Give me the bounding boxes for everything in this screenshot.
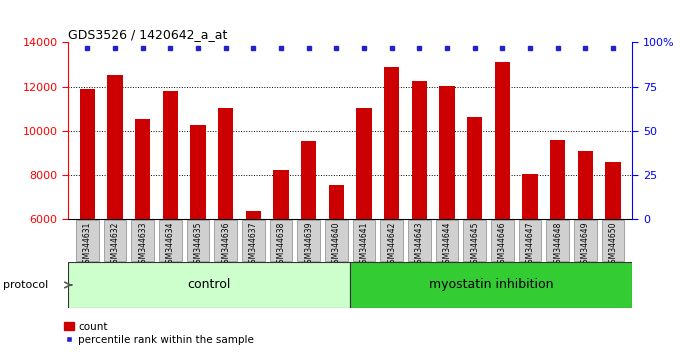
Bar	[380, 220, 403, 261]
Bar	[384, 67, 399, 352]
Bar	[602, 220, 624, 261]
Bar	[68, 262, 350, 308]
Bar	[578, 151, 593, 352]
Bar	[107, 75, 122, 352]
Bar	[187, 220, 209, 261]
Text: GSM344632: GSM344632	[111, 221, 120, 268]
Text: GSM344640: GSM344640	[332, 221, 341, 268]
Text: GDS3526 / 1420642_a_at: GDS3526 / 1420642_a_at	[68, 28, 227, 41]
Text: GSM344649: GSM344649	[581, 221, 590, 268]
Bar	[353, 220, 375, 261]
Text: GSM344638: GSM344638	[277, 221, 286, 268]
Text: control: control	[188, 279, 231, 291]
Bar	[550, 140, 565, 352]
Bar	[80, 89, 95, 352]
Text: GSM344637: GSM344637	[249, 221, 258, 268]
Bar	[574, 220, 597, 261]
Text: GSM344644: GSM344644	[443, 221, 452, 268]
Bar	[325, 220, 347, 261]
Bar	[463, 220, 486, 261]
Bar	[328, 185, 344, 352]
Text: GSM344643: GSM344643	[415, 221, 424, 268]
Bar	[103, 220, 126, 261]
Bar	[301, 141, 316, 352]
Text: myostatin inhibition: myostatin inhibition	[429, 279, 554, 291]
Bar	[135, 119, 150, 352]
Bar	[467, 116, 482, 352]
Bar	[218, 108, 233, 352]
Bar	[190, 125, 205, 352]
Bar	[522, 174, 538, 352]
Legend: count, percentile rank within the sample: count, percentile rank within the sample	[60, 317, 258, 349]
Bar	[131, 220, 154, 261]
Bar	[242, 220, 265, 261]
Text: GSM344646: GSM344646	[498, 221, 507, 268]
Bar	[356, 108, 372, 352]
Bar	[350, 262, 632, 308]
Bar	[270, 220, 292, 261]
Bar	[495, 62, 510, 352]
Bar	[214, 220, 237, 261]
Text: GSM344641: GSM344641	[360, 221, 369, 268]
Bar	[159, 220, 182, 261]
Bar	[439, 86, 455, 352]
Bar	[412, 81, 427, 352]
Text: GSM344631: GSM344631	[83, 221, 92, 268]
Bar	[76, 220, 99, 261]
Text: GSM344650: GSM344650	[609, 221, 617, 268]
Text: GSM344634: GSM344634	[166, 221, 175, 268]
Text: protocol: protocol	[3, 280, 49, 290]
Text: GSM344648: GSM344648	[554, 221, 562, 268]
Text: GSM344639: GSM344639	[304, 221, 313, 268]
Text: GSM344633: GSM344633	[138, 221, 147, 268]
Bar	[519, 220, 541, 261]
Bar	[297, 220, 320, 261]
Bar	[605, 162, 621, 352]
Text: GSM344642: GSM344642	[387, 221, 396, 268]
Bar	[273, 170, 288, 352]
Bar	[245, 211, 261, 352]
Text: GSM344635: GSM344635	[194, 221, 203, 268]
Bar	[163, 91, 178, 352]
Bar	[491, 220, 513, 261]
Bar	[436, 220, 458, 261]
Bar	[546, 220, 569, 261]
Text: GSM344636: GSM344636	[221, 221, 231, 268]
Text: GSM344645: GSM344645	[470, 221, 479, 268]
Bar	[408, 220, 430, 261]
Text: GSM344647: GSM344647	[526, 221, 534, 268]
